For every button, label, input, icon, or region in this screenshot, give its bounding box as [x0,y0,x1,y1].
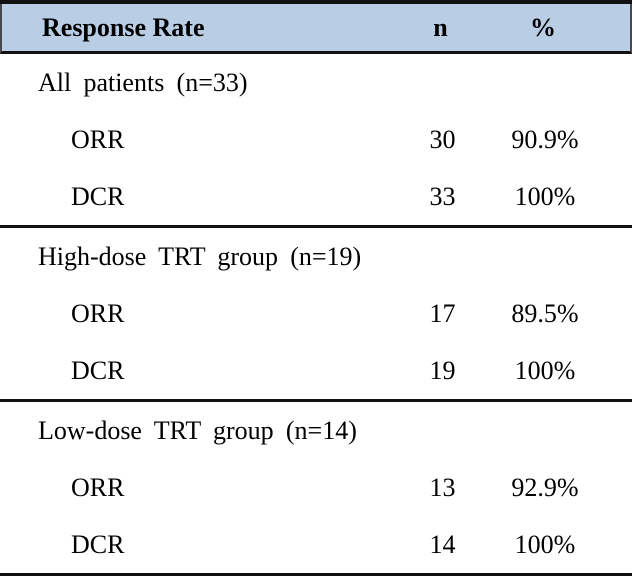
column-header-percent: % [530,12,556,42]
table-header-row: Response Rate n % [0,4,632,54]
cell-n-value: 30 [429,124,456,154]
column-header-response-rate: Response Rate [42,12,205,42]
group-label: All patients (n=33) [38,67,248,97]
cell-n-value: 17 [429,298,456,328]
cell-pct-value: 100% [514,529,576,559]
row-label: ORR [71,472,125,502]
section-all-patients: All patients (n=33) ORR 30 90.9% DCR 33 … [0,54,632,228]
cell-pct-value: 89.5% [511,298,579,328]
row-label: DCR [71,181,125,211]
cell-pct-value: 100% [514,355,576,385]
table-row-dcr: DCR 19 100% [0,342,632,399]
group-row-high-dose: High-dose TRT group (n=19) [0,228,632,285]
row-label: ORR [71,298,125,328]
row-label: DCR [71,355,125,385]
cell-n-value: 19 [429,355,456,385]
section-high-dose: High-dose TRT group (n=19) ORR 17 89.5% … [0,228,632,402]
cell-pct-value: 90.9% [511,124,579,154]
table-row-dcr: DCR 33 100% [0,168,632,225]
table-row-dcr: DCR 14 100% [0,516,632,573]
table-row-orr: ORR 17 89.5% [0,285,632,342]
group-label: High-dose TRT group (n=19) [38,241,362,271]
row-label: DCR [71,529,125,559]
table-row-orr: ORR 13 92.9% [0,459,632,516]
cell-n-value: 14 [429,529,456,559]
group-row-all-patients: All patients (n=33) [0,54,632,111]
section-low-dose: Low-dose TRT group (n=14) ORR 13 92.9% D… [0,402,632,576]
group-row-low-dose: Low-dose TRT group (n=14) [0,402,632,459]
table-row-orr: ORR 30 90.9% [0,111,632,168]
column-header-n: n [433,12,448,42]
cell-pct-value: 100% [514,181,576,211]
cell-pct-value: 92.9% [511,472,579,502]
cell-n-value: 33 [429,181,456,211]
group-label: Low-dose TRT group (n=14) [38,415,357,445]
cell-n-value: 13 [429,472,456,502]
row-label: ORR [71,124,125,154]
